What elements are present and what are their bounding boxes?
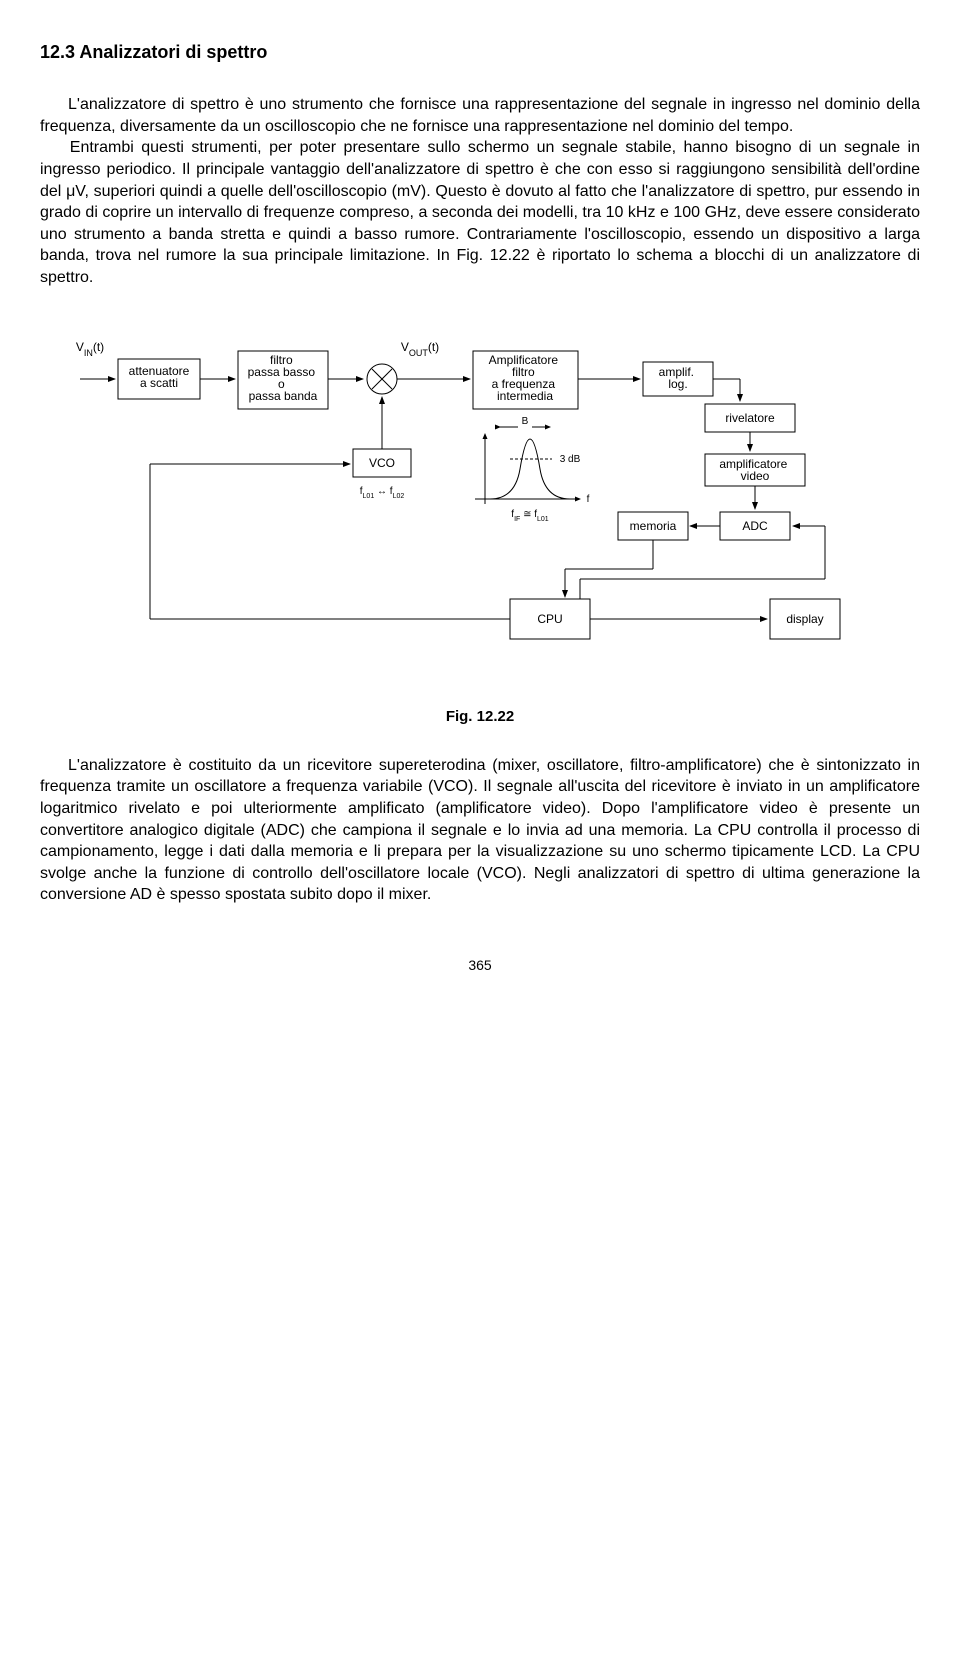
vco-range-label: fL01 ↔ fL02 bbox=[360, 486, 405, 500]
block-diagram: VIN(t) attenuatorea scatti filtro passa … bbox=[70, 329, 890, 689]
adc-label: ADC bbox=[742, 519, 768, 533]
bandpass-sketch: B 3 dB f fIF ≅ fL01 bbox=[475, 416, 590, 523]
vin-label: VIN(t) bbox=[76, 340, 104, 358]
section-title: 12.3 Analizzatori di spettro bbox=[40, 40, 920, 64]
vout-label: VOUT(t) bbox=[401, 340, 439, 358]
detector-label: rivelatore bbox=[725, 411, 775, 425]
paragraph-1: L'analizzatore di spettro è uno strument… bbox=[40, 94, 920, 288]
display-label: display bbox=[786, 612, 823, 626]
svg-text:B: B bbox=[522, 416, 529, 427]
page-number: 365 bbox=[40, 956, 920, 975]
vco-label: VCO bbox=[369, 456, 395, 470]
figure-caption: Fig. 12.22 bbox=[40, 707, 920, 727]
svg-text:3 dB: 3 dB bbox=[560, 454, 581, 465]
memory-label: memoria bbox=[630, 519, 677, 533]
svg-text:fIF ≅ fL01: fIF ≅ fL01 bbox=[511, 509, 549, 523]
cpu-label: CPU bbox=[537, 612, 562, 626]
paragraph-2: L'analizzatore è costituito da un ricevi… bbox=[40, 755, 920, 906]
svg-text:f: f bbox=[587, 494, 590, 505]
if-amp-label: Amplificatore filtro a frequenza interme… bbox=[489, 353, 562, 403]
